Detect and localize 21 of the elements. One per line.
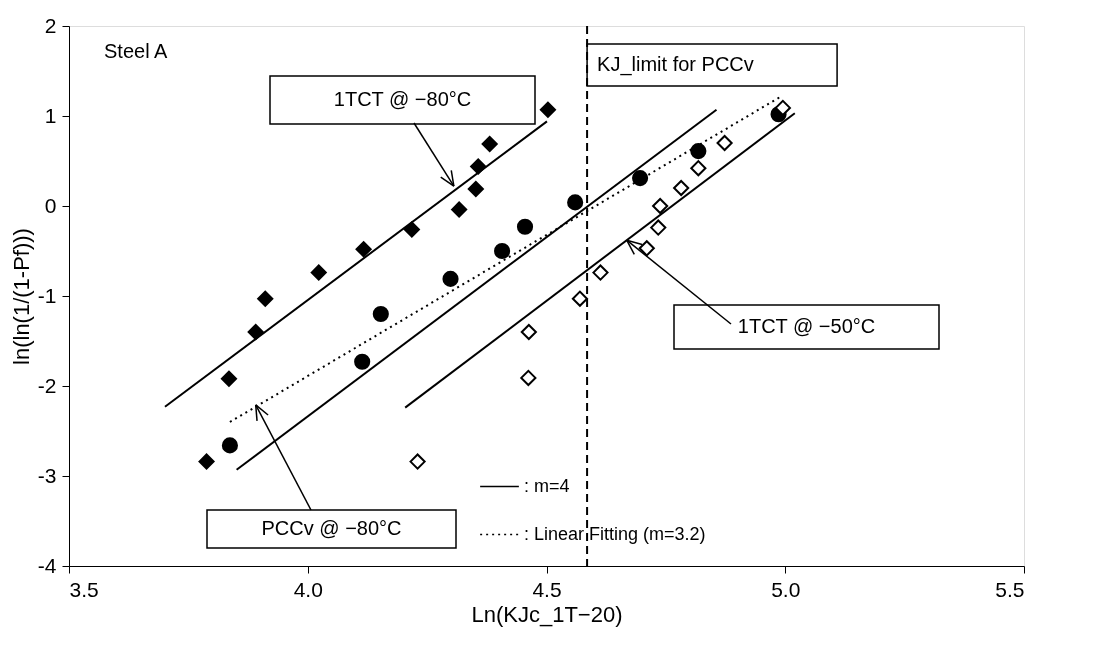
y-tick-label: -1 [37, 283, 57, 307]
annotation: PCCv @ −80°C [261, 517, 402, 539]
legend-label: : Linear Fitting (m=3.2) [524, 523, 706, 544]
y-axis-title: ln(ln(1/(1-Pf))) [8, 228, 34, 365]
x-tick-label: 4.0 [293, 577, 323, 601]
x-tick-label: 4.5 [532, 577, 562, 601]
ref-line-label: KJ_limit for PCCv [597, 53, 754, 76]
x-tick-label: 5.5 [995, 577, 1025, 601]
y-tick-label: 1 [44, 103, 57, 127]
y-tick-label: -4 [37, 553, 57, 577]
annotation: Steel A [104, 40, 169, 62]
annotation: 1TCT @ −80°C [333, 88, 472, 110]
x-tick-label: 3.5 [69, 577, 99, 601]
y-tick-label: -2 [37, 373, 57, 397]
y-tick-label: 2 [44, 13, 57, 37]
legend-label: : m=4 [524, 475, 570, 496]
x-tick-label: 5.0 [771, 577, 801, 601]
y-tick-label: -3 [37, 463, 57, 487]
y-tick-label: 0 [44, 193, 57, 217]
x-axis-title: Ln(KJc_1T−20) [471, 601, 623, 627]
annotation: 1TCT @ −50°C [737, 315, 876, 337]
